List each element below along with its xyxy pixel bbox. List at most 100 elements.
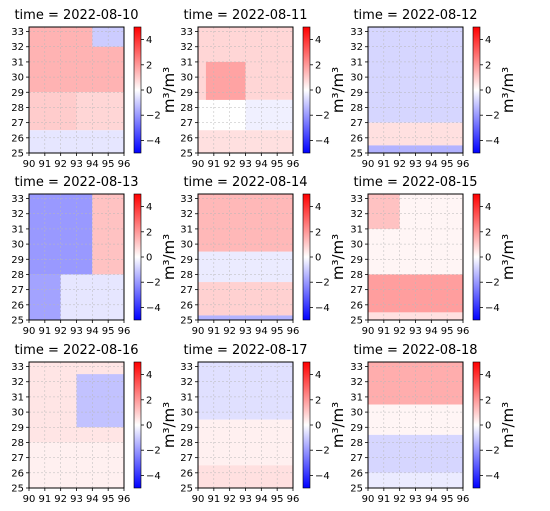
y-tick-label: 26 <box>11 468 24 479</box>
y-tick-label: 31 <box>350 392 363 403</box>
y-tick-label: 28 <box>11 270 24 281</box>
heatmap-region <box>368 122 463 146</box>
colorbar-tick-label: −4 <box>315 303 330 314</box>
y-tick-label: 26 <box>180 133 193 144</box>
y-tick-label: 32 <box>11 209 24 220</box>
heatmap-region <box>60 274 124 320</box>
panel-title: time = 2022-08-15 <box>353 175 477 190</box>
colorbar-tick-label: 0 <box>315 421 321 432</box>
colorbar-tick-label: −2 <box>485 278 500 289</box>
colorbar-tick-label: −4 <box>485 136 500 147</box>
y-tick-label: 31 <box>350 224 363 235</box>
x-tick-label: 96 <box>287 159 300 170</box>
y-tick-label: 27 <box>11 118 24 129</box>
x-tick-label: 90 <box>192 326 205 337</box>
x-tick-label: 91 <box>377 494 390 505</box>
colorbar <box>133 361 142 489</box>
colorbar-tick-label: 2 <box>485 395 491 406</box>
colorbar-tick-label: 2 <box>485 60 491 71</box>
x-tick-label: 92 <box>54 159 67 170</box>
y-tick-label: 30 <box>180 240 193 251</box>
x-tick-label: 93 <box>409 494 422 505</box>
x-tick-label: 94 <box>255 159 268 170</box>
heatmap-region <box>76 92 124 131</box>
colorbar-tick-label: 2 <box>315 395 321 406</box>
x-tick-label: 93 <box>70 494 83 505</box>
y-tick-label: 25 <box>350 316 363 327</box>
colorbar-label: m³/m³ <box>499 67 517 113</box>
colorbar-tick-label: 4 <box>146 35 152 46</box>
x-tick-label: 96 <box>118 494 131 505</box>
panel-4: time = 2022-08-13 90 91 92 93 94 95 96 25 26 27 28 2… <box>11 175 178 337</box>
colorbar-tick-label: 0 <box>146 421 152 432</box>
y-tick-label: 26 <box>11 300 24 311</box>
colorbar <box>133 193 142 321</box>
y-tick-label: 26 <box>180 468 193 479</box>
x-tick-label: 93 <box>70 159 83 170</box>
y-tick-label: 26 <box>180 300 193 311</box>
colorbar-tick-label: 2 <box>485 227 491 238</box>
colorbar-tick-label: −4 <box>315 136 330 147</box>
panel-title: time = 2022-08-10 <box>14 8 138 23</box>
x-tick-label: 96 <box>118 326 131 337</box>
x-tick-label: 95 <box>441 159 454 170</box>
y-tick-label: 32 <box>350 209 363 220</box>
x-tick-label: 93 <box>239 159 252 170</box>
y-tick-label: 25 <box>11 316 24 327</box>
y-tick-label: 30 <box>350 73 363 84</box>
x-tick-label: 93 <box>239 494 252 505</box>
y-tick-label: 25 <box>180 149 193 160</box>
x-tick-label: 92 <box>54 326 67 337</box>
colorbar-label: m³/m³ <box>160 234 178 280</box>
y-tick-label: 29 <box>350 88 363 99</box>
colorbar-label: m³/m³ <box>499 234 517 280</box>
x-tick-label: 92 <box>223 326 236 337</box>
x-tick-label: 94 <box>425 494 438 505</box>
y-tick-label: 27 <box>350 118 363 129</box>
y-tick-label: 33 <box>180 362 193 373</box>
y-tick-label: 30 <box>180 73 193 84</box>
y-tick-label: 31 <box>180 392 193 403</box>
y-tick-label: 32 <box>350 42 363 53</box>
y-tick-label: 30 <box>180 408 193 419</box>
colorbar-tick-label: 0 <box>485 421 491 432</box>
x-tick-label: 91 <box>207 494 220 505</box>
panel-title: time = 2022-08-13 <box>14 175 138 190</box>
y-tick-label: 33 <box>180 194 193 205</box>
colorbar-tick-label: −2 <box>146 278 161 289</box>
y-tick-label: 28 <box>350 103 363 114</box>
y-tick-label: 25 <box>180 484 193 495</box>
y-tick-label: 29 <box>11 255 24 266</box>
colorbar-tick-label: 0 <box>485 253 491 264</box>
y-tick-label: 25 <box>350 484 363 495</box>
y-tick-label: 27 <box>350 285 363 296</box>
colorbar-tick-label: 2 <box>315 227 321 238</box>
x-tick-label: 93 <box>409 326 422 337</box>
y-tick-label: 32 <box>11 377 24 388</box>
x-tick-label: 90 <box>23 159 36 170</box>
colorbar-tick-label: −4 <box>146 303 161 314</box>
y-tick-label: 33 <box>11 362 24 373</box>
colorbar-tick-label: 4 <box>485 202 491 213</box>
colorbar-label: m³/m³ <box>160 402 178 448</box>
colorbar-label: m³/m³ <box>160 67 178 113</box>
colorbar-label: m³/m³ <box>329 402 347 448</box>
x-tick-label: 91 <box>38 494 51 505</box>
x-tick-label: 94 <box>255 494 268 505</box>
x-tick-label: 92 <box>54 494 67 505</box>
x-tick-label: 90 <box>362 159 375 170</box>
y-tick-label: 25 <box>350 149 363 160</box>
x-tick-label: 92 <box>393 494 406 505</box>
y-tick-label: 33 <box>11 27 24 38</box>
x-tick-label: 91 <box>377 159 390 170</box>
panel-title: time = 2022-08-16 <box>14 343 138 358</box>
colorbar-tick-label: −2 <box>485 111 500 122</box>
y-tick-label: 33 <box>350 27 363 38</box>
x-tick-label: 90 <box>362 326 375 337</box>
y-tick-label: 28 <box>180 103 193 114</box>
y-tick-label: 29 <box>350 423 363 434</box>
colorbar <box>472 193 481 321</box>
y-tick-label: 27 <box>180 118 193 129</box>
x-tick-label: 94 <box>425 326 438 337</box>
x-tick-label: 92 <box>223 159 236 170</box>
